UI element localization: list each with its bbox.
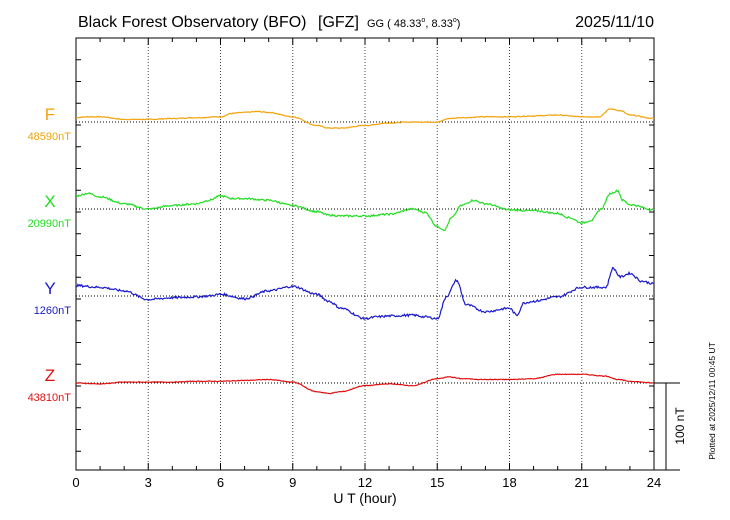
baseline-value-F: 48590nT xyxy=(28,131,72,143)
x-tick-label: 9 xyxy=(289,475,296,490)
series-name-F: F xyxy=(45,105,55,124)
series-name-Z: Z xyxy=(45,366,55,385)
x-tick-label: 15 xyxy=(430,475,444,490)
traces xyxy=(75,108,655,395)
x-tick-label: 12 xyxy=(358,475,372,490)
x-tick-label: 0 xyxy=(72,475,79,490)
x-tick-label: 3 xyxy=(145,475,152,490)
trace-Y xyxy=(75,266,655,321)
x-tick-label: 6 xyxy=(217,475,224,490)
scale-label: 100 nT xyxy=(673,407,687,445)
series-name-X: X xyxy=(44,192,55,211)
axis-ticks xyxy=(75,38,655,470)
grid-lines xyxy=(147,38,583,470)
scale-bar: 100 nT xyxy=(654,382,687,471)
baseline-value-X: 20990nT xyxy=(28,218,72,230)
network-label: [GFZ] xyxy=(318,14,359,31)
trace-X xyxy=(75,189,655,232)
x-tick-label: 18 xyxy=(502,475,516,490)
baselines xyxy=(76,121,654,384)
x-tick-labels: 0 3 6 9 12 15 18 21 24 xyxy=(72,475,661,490)
x-tick-label: 21 xyxy=(575,475,589,490)
chart-title: Black Forest Observatory (BFO) xyxy=(78,14,307,31)
series-name-Y: Y xyxy=(44,279,55,298)
trace-F xyxy=(75,108,655,130)
baseline-value-Y: 1260nT xyxy=(34,305,72,317)
station-coordinates: GG ( 48.33o, 8.33o) xyxy=(367,17,460,30)
plotted-timestamp: Plotted at 2025/12/11 00:45 UT xyxy=(707,342,717,460)
chart-date: 2025/11/10 xyxy=(575,14,654,31)
baseline-value-Z: 43810nT xyxy=(28,392,72,404)
trace-Z xyxy=(75,373,655,395)
x-tick-label: 24 xyxy=(647,475,661,490)
series-labels: F 48590nT X 20990nT Y 1260nT Z 43810nT xyxy=(28,105,72,404)
x-axis-label: U T (hour) xyxy=(333,490,396,506)
